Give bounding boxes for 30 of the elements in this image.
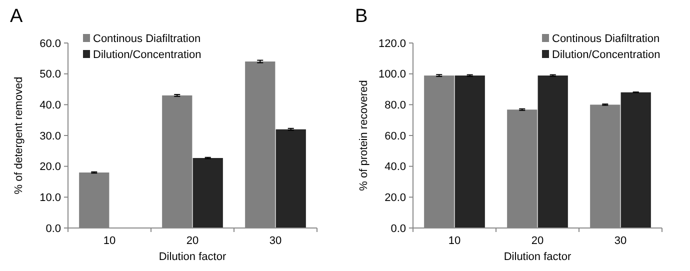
y-tick-label: 0.0 bbox=[46, 222, 61, 235]
x-axis-title: Dilution factor bbox=[504, 251, 572, 263]
y-tick-label: 120.0 bbox=[378, 38, 406, 50]
y-tick-label: 10.0 bbox=[40, 192, 61, 204]
x-tick-label: 30 bbox=[614, 235, 627, 247]
y-axis-title: % of protein recovered bbox=[358, 80, 370, 191]
legend-label: Dilution/Concentration bbox=[552, 48, 660, 61]
x-tick-label: 30 bbox=[269, 235, 282, 247]
y-tick-label: 60.0 bbox=[384, 130, 406, 142]
legend-label: Continous Diafiltration bbox=[93, 32, 201, 45]
y-axis-title: % of detergent removed bbox=[13, 76, 25, 194]
x-tick-label: 10 bbox=[448, 235, 461, 247]
legend-label: Dilution/Concentration bbox=[93, 48, 202, 61]
y-tick-label: 100.0 bbox=[378, 68, 406, 81]
legend-label: Continous Diafiltration bbox=[552, 32, 660, 45]
x-axis-title: Dilution factor bbox=[158, 251, 226, 263]
y-tick-label: 20.0 bbox=[384, 192, 406, 204]
y-tick-label: 30.0 bbox=[40, 130, 61, 142]
x-tick-label: 20 bbox=[531, 235, 544, 247]
y-tick-label: 80.0 bbox=[384, 100, 406, 112]
x-tick-label: 20 bbox=[186, 235, 199, 247]
chart-title: A bbox=[10, 6, 23, 27]
x-tick-label: 10 bbox=[103, 235, 116, 247]
y-tick-label: 40.0 bbox=[384, 161, 406, 174]
y-tick-label: 20.0 bbox=[40, 161, 61, 174]
y-tick-label: 60.0 bbox=[40, 38, 61, 50]
y-tick-label: 40.0 bbox=[40, 100, 61, 112]
y-tick-label: 0.0 bbox=[390, 222, 406, 235]
chart-title: B bbox=[355, 6, 368, 27]
y-tick-label: 50.0 bbox=[40, 68, 61, 81]
